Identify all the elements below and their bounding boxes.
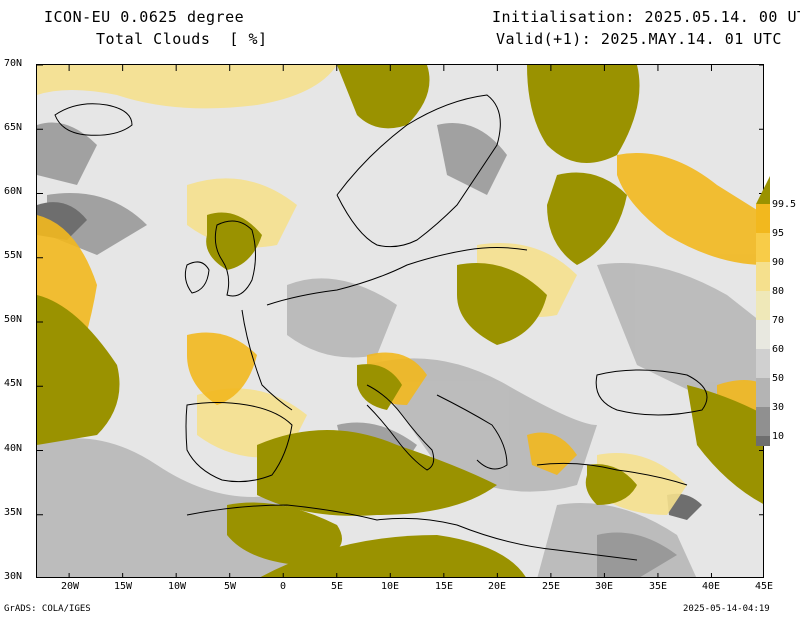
valid-time: Valid(+1): 2025.MAY.14. 01 UTC [496,30,782,48]
lon-label: 0 [279,581,287,592]
lon-label: 5E [330,581,344,592]
colorbar-label: 80 [772,286,785,297]
coastlines [54,94,708,561]
colorbar-label: 90 [772,257,785,268]
lon-label: 35E [648,581,668,592]
lon-label: 5W [223,581,237,592]
colorbar-label: 60 [772,344,785,355]
footer-timestamp: 2025-05-14-04:19 [683,604,770,614]
colorbar-swatch [756,262,770,291]
lat-label: 30N [4,571,23,582]
lat-label: 55N [4,250,23,261]
cloud-cover-map[interactable] [36,64,764,578]
lon-label: 40E [701,581,721,592]
lat-label: 45N [4,378,23,389]
lon-label: 15E [434,581,454,592]
colorbar-swatch [756,378,770,407]
colorbar-swatch [756,204,770,233]
lon-label: 25E [541,581,561,592]
colorbar-swatch [756,291,770,320]
colorbar-swatch [756,349,770,378]
colorbar-swatch [756,233,770,262]
colorbar-swatch [756,320,770,349]
lat-label: 40N [4,443,23,454]
lon-label: 45E [754,581,774,592]
lat-label: 35N [4,507,23,518]
colorbar-swatch [756,407,770,436]
lon-label: 20W [60,581,80,592]
colorbar-label: 30 [772,402,785,413]
colorbar-label: 95 [772,228,785,239]
map-canvas [37,65,763,577]
lon-label: 20E [487,581,507,592]
colorbar-overcast-cap [756,176,770,204]
colorbar-label: 99.5 [772,199,797,210]
lon-label: 15W [113,581,133,592]
overcast-cloud-layer [37,65,763,577]
lon-label: 10W [167,581,187,592]
lon-label: 10E [380,581,400,592]
colorbar-label: 10 [772,431,785,442]
colorbar-label: 50 [772,373,785,384]
model-title: ICON-EU 0.0625 degree [44,8,245,26]
field-title: Total Clouds [ %] [96,30,268,48]
lat-label: 70N [4,58,23,69]
lat-label: 65N [4,122,23,133]
colorbar-label: 70 [772,315,785,326]
colorbar-swatch [756,436,770,446]
lat-label: 60N [4,186,23,197]
footer-credit: GrADS: COLA/IGES [4,604,91,614]
colorbar [756,176,800,446]
init-time: Initialisation: 2025.05.14. 00 UTC [492,8,800,26]
lat-label: 50N [4,314,23,325]
lon-label: 30E [594,581,614,592]
